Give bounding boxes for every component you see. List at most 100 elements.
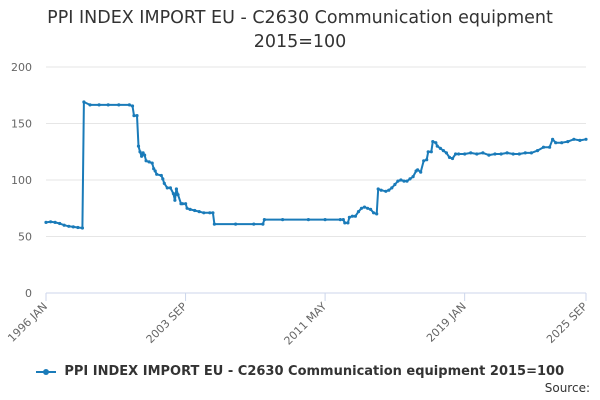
data-point[interactable] bbox=[53, 220, 57, 224]
data-point[interactable] bbox=[132, 114, 136, 118]
data-point[interactable] bbox=[499, 152, 503, 156]
data-point[interactable] bbox=[136, 144, 141, 148]
data-point[interactable] bbox=[416, 168, 420, 172]
data-point[interactable] bbox=[106, 103, 110, 107]
data-point[interactable] bbox=[350, 214, 354, 218]
data-point[interactable] bbox=[434, 141, 438, 145]
data-point[interactable] bbox=[44, 220, 48, 224]
data-point[interactable] bbox=[281, 218, 285, 222]
data-point[interactable] bbox=[511, 152, 515, 156]
data-point[interactable] bbox=[165, 186, 169, 190]
data-point[interactable] bbox=[425, 158, 429, 162]
data-point[interactable] bbox=[376, 187, 380, 191]
data-point[interactable] bbox=[150, 161, 154, 165]
data-point[interactable] bbox=[88, 103, 92, 107]
data-point[interactable] bbox=[262, 218, 266, 222]
data-point[interactable] bbox=[211, 211, 215, 215]
data-point[interactable] bbox=[144, 159, 148, 163]
data-point[interactable] bbox=[560, 141, 564, 145]
data-point[interactable] bbox=[176, 193, 180, 197]
data-point[interactable] bbox=[185, 206, 189, 210]
data-point[interactable] bbox=[372, 211, 376, 215]
data-point[interactable] bbox=[493, 152, 497, 156]
data-point[interactable] bbox=[197, 210, 201, 214]
data-point[interactable] bbox=[152, 167, 156, 171]
data-point[interactable] bbox=[444, 151, 448, 155]
data-point[interactable] bbox=[390, 186, 394, 190]
data-point[interactable] bbox=[505, 151, 509, 155]
data-point[interactable] bbox=[431, 140, 435, 144]
data-point[interactable] bbox=[405, 179, 409, 183]
data-point[interactable] bbox=[435, 144, 439, 148]
data-point[interactable] bbox=[347, 215, 351, 219]
data-point[interactable] bbox=[140, 154, 144, 158]
data-point[interactable] bbox=[202, 211, 206, 215]
data-point[interactable] bbox=[463, 152, 467, 156]
data-point[interactable] bbox=[366, 206, 370, 210]
data-point[interactable] bbox=[168, 186, 172, 190]
data-point[interactable] bbox=[393, 182, 397, 187]
data-point[interactable] bbox=[535, 149, 540, 153]
data-point[interactable] bbox=[396, 179, 400, 183]
data-point[interactable] bbox=[353, 214, 357, 218]
data-point[interactable] bbox=[429, 150, 433, 154]
data-point[interactable] bbox=[541, 145, 546, 149]
data-point[interactable] bbox=[147, 160, 151, 164]
data-point[interactable] bbox=[71, 225, 75, 229]
data-point[interactable] bbox=[62, 223, 66, 227]
legend[interactable]: PPI INDEX IMPORT EU - C2630 Communicatio… bbox=[0, 364, 600, 379]
data-point[interactable] bbox=[419, 170, 423, 174]
data-point[interactable] bbox=[49, 220, 53, 224]
data-point[interactable] bbox=[548, 145, 552, 149]
data-point[interactable] bbox=[379, 188, 383, 192]
data-point[interactable] bbox=[162, 181, 166, 185]
data-point[interactable] bbox=[67, 224, 71, 228]
data-point[interactable] bbox=[369, 207, 373, 211]
data-point[interactable] bbox=[193, 208, 197, 213]
data-point[interactable] bbox=[523, 151, 527, 155]
data-point[interactable] bbox=[359, 206, 364, 210]
data-point[interactable] bbox=[578, 138, 582, 142]
data-point[interactable] bbox=[554, 141, 558, 145]
data-point[interactable] bbox=[529, 151, 534, 155]
data-point[interactable] bbox=[252, 222, 256, 226]
data-point[interactable] bbox=[375, 212, 379, 216]
data-point[interactable] bbox=[346, 221, 350, 225]
data-point[interactable] bbox=[457, 152, 461, 156]
data-point[interactable] bbox=[153, 169, 157, 173]
data-point[interactable] bbox=[426, 150, 430, 154]
data-point[interactable] bbox=[338, 218, 342, 222]
data-point[interactable] bbox=[551, 137, 555, 141]
data-point[interactable] bbox=[356, 210, 361, 214]
data-point[interactable] bbox=[402, 179, 406, 183]
data-point[interactable] bbox=[572, 137, 576, 141]
data-point[interactable] bbox=[127, 103, 131, 107]
data-point[interactable] bbox=[130, 104, 135, 108]
data-point[interactable] bbox=[566, 140, 570, 144]
data-point[interactable] bbox=[362, 205, 367, 209]
data-point[interactable] bbox=[212, 222, 216, 226]
data-point[interactable] bbox=[82, 100, 86, 104]
data-point[interactable] bbox=[447, 155, 452, 159]
data-point[interactable] bbox=[143, 153, 147, 157]
data-point[interactable] bbox=[306, 218, 310, 222]
data-point[interactable] bbox=[454, 152, 458, 156]
data-point[interactable] bbox=[159, 173, 163, 178]
data-point[interactable] bbox=[97, 103, 101, 107]
data-point[interactable] bbox=[387, 188, 391, 192]
data-point[interactable] bbox=[323, 218, 327, 222]
data-point[interactable] bbox=[343, 221, 347, 225]
data-point[interactable] bbox=[584, 137, 588, 141]
data-point[interactable] bbox=[188, 207, 192, 211]
data-point[interactable] bbox=[184, 202, 188, 206]
data-point[interactable] bbox=[422, 159, 426, 163]
data-point[interactable] bbox=[234, 222, 238, 226]
data-point[interactable] bbox=[171, 192, 175, 196]
data-point[interactable] bbox=[487, 153, 491, 157]
data-point[interactable] bbox=[481, 151, 485, 155]
data-point[interactable] bbox=[155, 172, 159, 176]
data-point[interactable] bbox=[411, 175, 415, 179]
data-point[interactable] bbox=[180, 202, 185, 206]
data-point[interactable] bbox=[208, 211, 212, 215]
data-point[interactable] bbox=[469, 151, 473, 155]
